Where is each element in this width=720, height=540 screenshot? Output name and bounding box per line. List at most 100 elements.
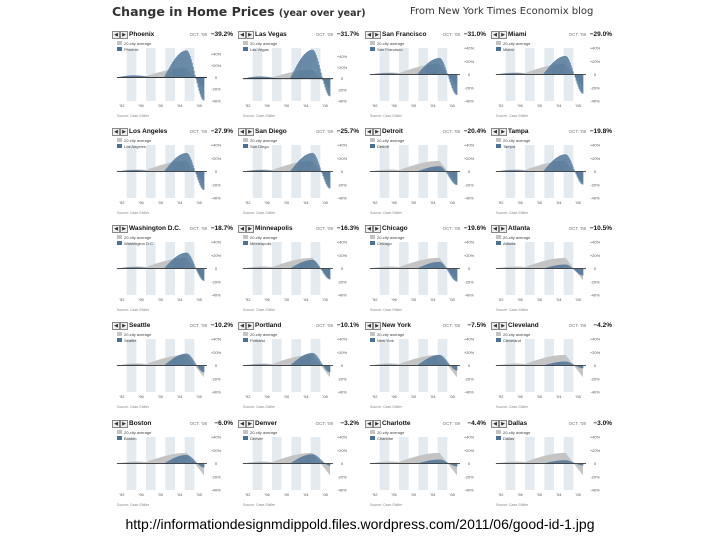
y-tick-label: -20% — [337, 474, 347, 479]
nav-next-button[interactable]: ▶ — [120, 420, 128, 428]
nav-prev-button[interactable]: ◀ — [112, 128, 120, 136]
nav-next-button[interactable]: ▶ — [120, 225, 128, 233]
nav-prev-button[interactable]: ◀ — [365, 31, 373, 39]
city-bar — [421, 169, 423, 172]
nav-next-button[interactable]: ▶ — [373, 128, 381, 136]
city-bar — [549, 266, 551, 269]
city-bar — [562, 460, 564, 464]
city-bar — [202, 77, 204, 101]
y-tick-label: +20% — [337, 65, 348, 70]
city-bar — [325, 171, 327, 184]
nav-next-button[interactable]: ▶ — [120, 128, 128, 136]
y-tick-label: -20% — [464, 85, 474, 90]
nav-next-button[interactable]: ▶ — [499, 128, 507, 136]
nav-prev-button[interactable]: ◀ — [491, 31, 499, 39]
legend-swatch-city — [243, 436, 248, 440]
city-bar — [121, 76, 123, 78]
nav-prev-button[interactable]: ◀ — [365, 128, 373, 136]
legend-entry-city: Seattle — [117, 337, 151, 343]
city-bar — [316, 159, 318, 172]
nav-next-button[interactable]: ▶ — [499, 225, 507, 233]
nav-prev-button[interactable]: ◀ — [365, 322, 373, 330]
legend-label-average: 20-city average — [503, 40, 531, 46]
legend-label-average: 20-city average — [377, 40, 405, 46]
city-bar — [440, 59, 442, 75]
city-bar — [378, 73, 380, 75]
city-bar — [131, 170, 132, 172]
city-bar — [419, 267, 421, 269]
city-bar — [258, 76, 259, 79]
city-bar — [300, 357, 302, 366]
nav-prev-button[interactable]: ◀ — [112, 225, 120, 233]
nav-prev-button[interactable]: ◀ — [238, 322, 246, 330]
legend: 20-city average Washington D.C. — [117, 234, 154, 246]
city-bar — [560, 264, 561, 269]
x-tick-label: '92 — [372, 200, 378, 205]
city-bar — [518, 170, 520, 172]
nav-prev-button[interactable]: ◀ — [491, 322, 499, 330]
city-bar — [249, 170, 251, 172]
city-bar — [433, 459, 434, 464]
nav-next-button[interactable]: ▶ — [499, 31, 507, 39]
city-bar — [454, 171, 456, 185]
city-bar — [182, 455, 184, 464]
nav-prev-button[interactable]: ◀ — [491, 128, 499, 136]
city-bar — [511, 73, 512, 75]
city-bar — [421, 69, 423, 75]
nav-next-button[interactable]: ▶ — [246, 225, 254, 233]
city-bar — [440, 459, 442, 464]
nav-prev-button[interactable]: ◀ — [238, 225, 246, 233]
x-tick-label: '00 — [284, 103, 290, 108]
nav-prev-button[interactable]: ◀ — [112, 31, 120, 39]
city-bar — [551, 161, 553, 172]
nav-prev-button[interactable]: ◀ — [365, 225, 373, 233]
city-bar — [553, 62, 555, 75]
city-bar — [127, 267, 129, 269]
nav-next-button[interactable]: ▶ — [120, 322, 128, 330]
city-bar — [294, 165, 296, 172]
city-bar — [139, 267, 141, 269]
city-bar — [395, 73, 397, 75]
legend-swatch-city — [117, 338, 122, 342]
city-bar — [444, 358, 446, 366]
x-tick-label: '08 — [576, 394, 582, 399]
city-bar — [446, 268, 448, 270]
change-value: −6.0% — [214, 420, 233, 427]
city-bar — [581, 463, 583, 466]
city-bar — [187, 455, 189, 464]
city-bar — [292, 266, 294, 269]
nav-prev-button[interactable]: ◀ — [491, 225, 499, 233]
nav-prev-button[interactable]: ◀ — [238, 128, 246, 136]
nav-prev-button[interactable]: ◀ — [238, 420, 246, 428]
date-label: OCT. '08 — [315, 323, 333, 328]
x-tick-label: '00 — [158, 200, 164, 205]
city-bar — [453, 171, 455, 184]
nav-prev-button[interactable]: ◀ — [365, 420, 373, 428]
y-tick-label: -40% — [464, 293, 474, 298]
x-tick-label: '96 — [392, 297, 398, 302]
city-bar — [320, 170, 322, 172]
nav-next-button[interactable]: ▶ — [373, 31, 381, 39]
nav-next-button[interactable]: ▶ — [499, 420, 507, 428]
legend-swatch-average — [243, 430, 248, 434]
nav-next-button[interactable]: ▶ — [246, 128, 254, 136]
nav-next-button[interactable]: ▶ — [499, 322, 507, 330]
nav-next-button[interactable]: ▶ — [120, 31, 128, 39]
nav-prev-button[interactable]: ◀ — [491, 420, 499, 428]
nav-next-button[interactable]: ▶ — [373, 420, 381, 428]
city-bar — [322, 171, 324, 177]
city-bar — [562, 264, 564, 269]
nav-next-button[interactable]: ▶ — [246, 420, 254, 428]
nav-next-button[interactable]: ▶ — [373, 225, 381, 233]
y-tick-label: -20% — [337, 279, 347, 284]
city-bar — [559, 264, 560, 269]
nav-next-button[interactable]: ▶ — [246, 31, 254, 39]
nav-next-button[interactable]: ▶ — [246, 322, 254, 330]
city-bar — [303, 156, 304, 172]
nav-prev-button[interactable]: ◀ — [238, 31, 246, 39]
city-bar — [446, 361, 448, 366]
nav-next-button[interactable]: ▶ — [373, 322, 381, 330]
nav-prev-button[interactable]: ◀ — [112, 420, 120, 428]
city-bar — [171, 63, 173, 78]
nav-prev-button[interactable]: ◀ — [112, 322, 120, 330]
